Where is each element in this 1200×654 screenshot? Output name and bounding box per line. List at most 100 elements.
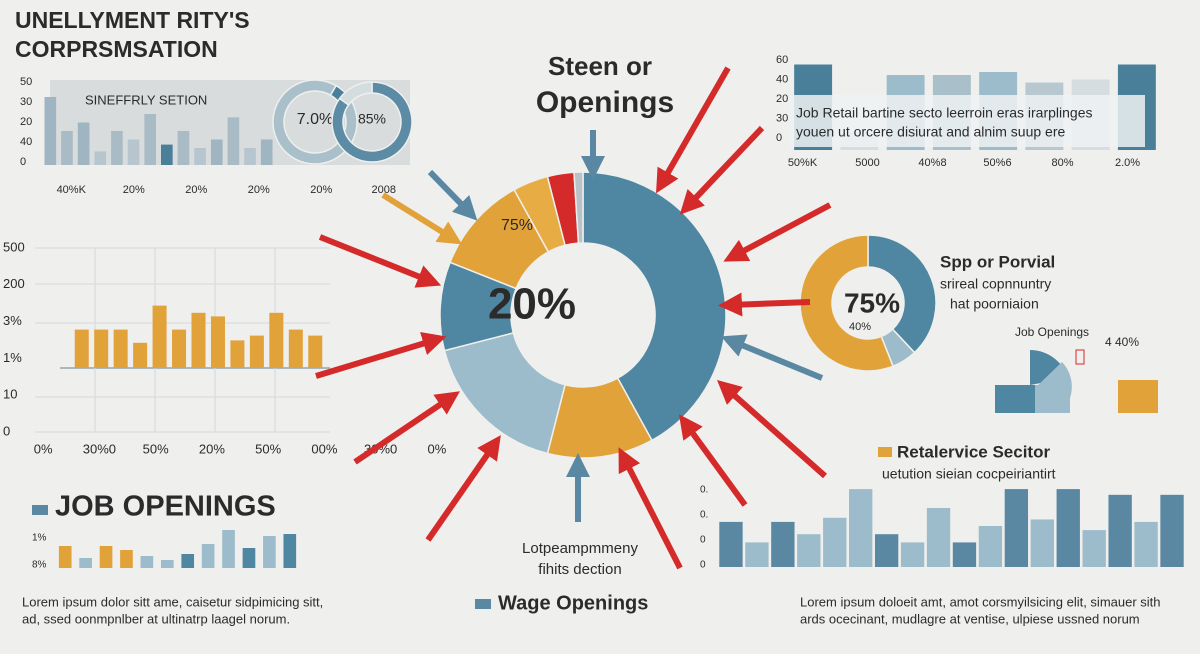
donut-label: 85% — [358, 111, 386, 127]
label: Job Openings — [1015, 325, 1089, 339]
donut-segment — [443, 331, 567, 455]
bar — [58, 546, 72, 568]
x-axis-label: 40%8 — [918, 157, 946, 169]
bar — [44, 97, 57, 165]
y-axis-label: 30 — [776, 112, 788, 124]
x-axis-label: 5000 — [855, 157, 879, 169]
bar — [1108, 494, 1132, 567]
bar — [172, 329, 187, 368]
bar — [210, 316, 225, 368]
y-axis-label: 60 — [776, 54, 788, 66]
bar — [269, 312, 284, 368]
bar — [1082, 530, 1106, 567]
y-axis-label: 40 — [776, 73, 788, 85]
panel-text: hat poorniaion — [950, 296, 1039, 312]
icon-wedge — [1035, 362, 1072, 398]
box-text: youen ut orcere disiurat and alnim suup … — [796, 124, 1065, 140]
heading: Steen or — [548, 51, 652, 81]
y-axis-label: 0 — [700, 560, 706, 571]
bar — [1030, 519, 1054, 567]
x-axis-label: 30%0 — [83, 441, 116, 456]
bar — [952, 542, 977, 567]
x-axis-label: 2008 — [372, 184, 396, 196]
bar — [978, 526, 1003, 567]
x-axis-label: 20% — [185, 184, 207, 196]
panel-subtitle: SINEFFRLY SETION — [85, 92, 207, 107]
bar — [177, 131, 190, 165]
y-axis-label: 0 — [776, 132, 782, 144]
heading: Openings — [536, 86, 674, 119]
bar — [222, 530, 235, 568]
bar — [77, 122, 90, 165]
bar — [263, 536, 276, 568]
bar — [745, 542, 769, 567]
bar — [719, 521, 743, 567]
bar — [260, 139, 273, 165]
donut-segment — [338, 81, 373, 107]
bar — [194, 148, 206, 165]
bar — [308, 335, 323, 368]
section-subtitle: uetution sieian cocpeiriantirt — [882, 466, 1056, 482]
y-axis-label: 0 — [700, 535, 706, 546]
bar — [133, 342, 148, 368]
donut-label: 7.0% — [297, 111, 333, 128]
bar — [926, 507, 951, 567]
legend-swatch — [475, 599, 491, 609]
bar — [191, 312, 206, 368]
bar — [242, 548, 256, 568]
paragraph: Lorem ipsum dolor sitt ame, caisetur sid… — [22, 594, 323, 609]
y-axis-label: 0 — [20, 156, 26, 168]
x-axis-label: 40%K — [57, 184, 87, 196]
bar — [181, 554, 195, 568]
x-axis-label: 20% — [199, 441, 225, 456]
bar — [94, 329, 109, 368]
y-axis-label: 50 — [20, 76, 32, 88]
x-axis-label: 2.0% — [1115, 157, 1140, 169]
bar — [152, 305, 167, 368]
bar — [61, 131, 73, 165]
section-title: Retalervice Secitor — [897, 442, 1050, 461]
arrows — [315, 66, 832, 570]
bar — [849, 489, 873, 567]
bar — [288, 329, 303, 368]
bar — [99, 546, 113, 568]
donut-segment — [573, 171, 584, 244]
icon-block — [995, 385, 1035, 413]
x-axis-label: 50%6 — [983, 157, 1011, 169]
bar — [201, 544, 215, 568]
bar — [249, 335, 264, 368]
bar — [227, 117, 240, 165]
bar — [797, 534, 821, 567]
text-box — [790, 95, 1145, 147]
x-axis-label: 0% — [427, 441, 446, 456]
bar — [230, 340, 245, 368]
panel-title: Spp or Porvial — [940, 252, 1055, 271]
x-axis-label: 00% — [311, 441, 337, 456]
decorations — [32, 66, 1158, 609]
bar — [127, 139, 140, 165]
bar — [823, 517, 847, 567]
bar — [160, 144, 173, 165]
section-title: Wage Openings — [498, 592, 648, 614]
bar — [111, 131, 123, 165]
legend-swatch — [878, 447, 892, 457]
y-axis-label: 1% — [32, 533, 47, 544]
bar — [283, 534, 297, 568]
icon-block — [1118, 380, 1158, 413]
bar — [900, 542, 925, 567]
bar — [1004, 489, 1029, 567]
paragraph: ards ocecinant, mudlagre at ventise, ulp… — [800, 611, 1140, 626]
box-text: Job Retail bartine secto leerroin eras i… — [796, 105, 1092, 121]
bar — [160, 560, 174, 568]
legend-swatch — [32, 505, 48, 515]
texts: UNELLYMENT RITY'S CORPRSMSATION Steen or… — [15, 7, 1161, 626]
donut-segment — [272, 79, 358, 165]
donut-segment — [331, 81, 413, 163]
title: UNELLYMENT RITY'S — [15, 7, 250, 33]
donut-annotation: 40% — [849, 321, 871, 333]
y-axis-label: 20 — [20, 116, 32, 128]
y-axis-label: 500 — [3, 239, 25, 254]
section-title: JOB OPENINGS — [55, 491, 276, 523]
